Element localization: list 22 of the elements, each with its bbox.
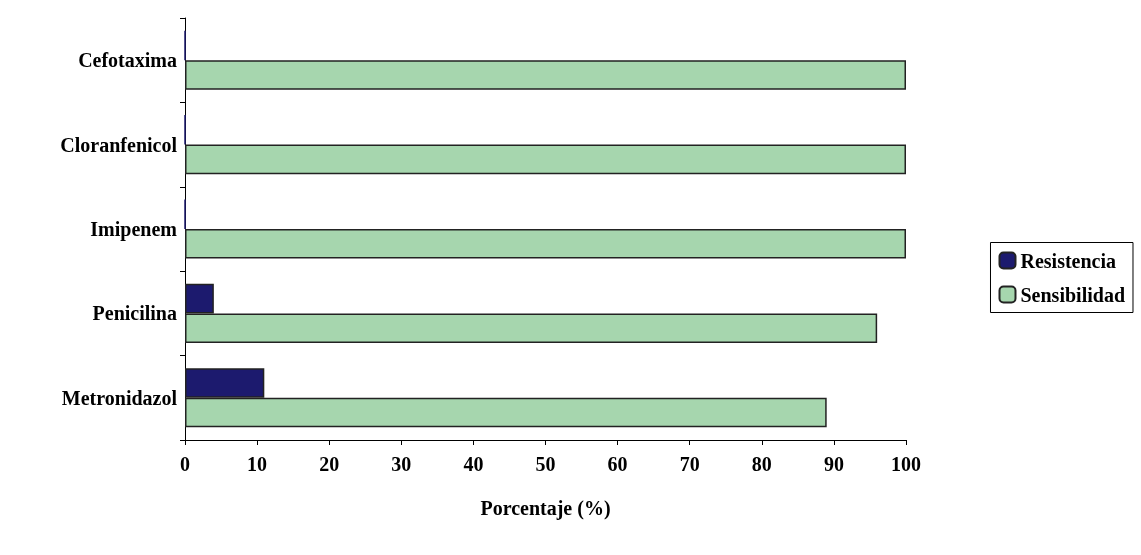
x-tick-label: 20: [319, 453, 340, 475]
x-tick-label: 40: [463, 453, 484, 475]
x-tick-label: 70: [679, 453, 700, 475]
x-tick-label: 90: [823, 453, 844, 475]
x-tick-label: 0: [180, 453, 190, 475]
y-tick-label: Penicilina: [92, 302, 177, 325]
x-tick-label: 30: [391, 453, 412, 475]
legend-label: Sensibilidad: [1020, 283, 1126, 306]
y-tick-label: Cefotaxima: [78, 49, 177, 72]
bar: [185, 229, 906, 259]
legend-label: Resistencia: [1020, 249, 1117, 272]
y-tick-label: Cloranfenicol: [60, 133, 178, 156]
x-tick-label: 60: [607, 453, 628, 475]
x-tick-label: 50: [535, 453, 556, 475]
y-tick-label: Metronidazol: [61, 386, 178, 409]
x-axis-title: Porcentaje (%): [480, 497, 611, 520]
y-tick-label: Imipenem: [90, 218, 178, 241]
bar: [185, 144, 906, 175]
x-tick-label: 10: [247, 453, 268, 475]
x-tick-label: 80: [751, 453, 772, 475]
x-tick-label: 100: [891, 453, 921, 475]
bar: [185, 60, 906, 90]
